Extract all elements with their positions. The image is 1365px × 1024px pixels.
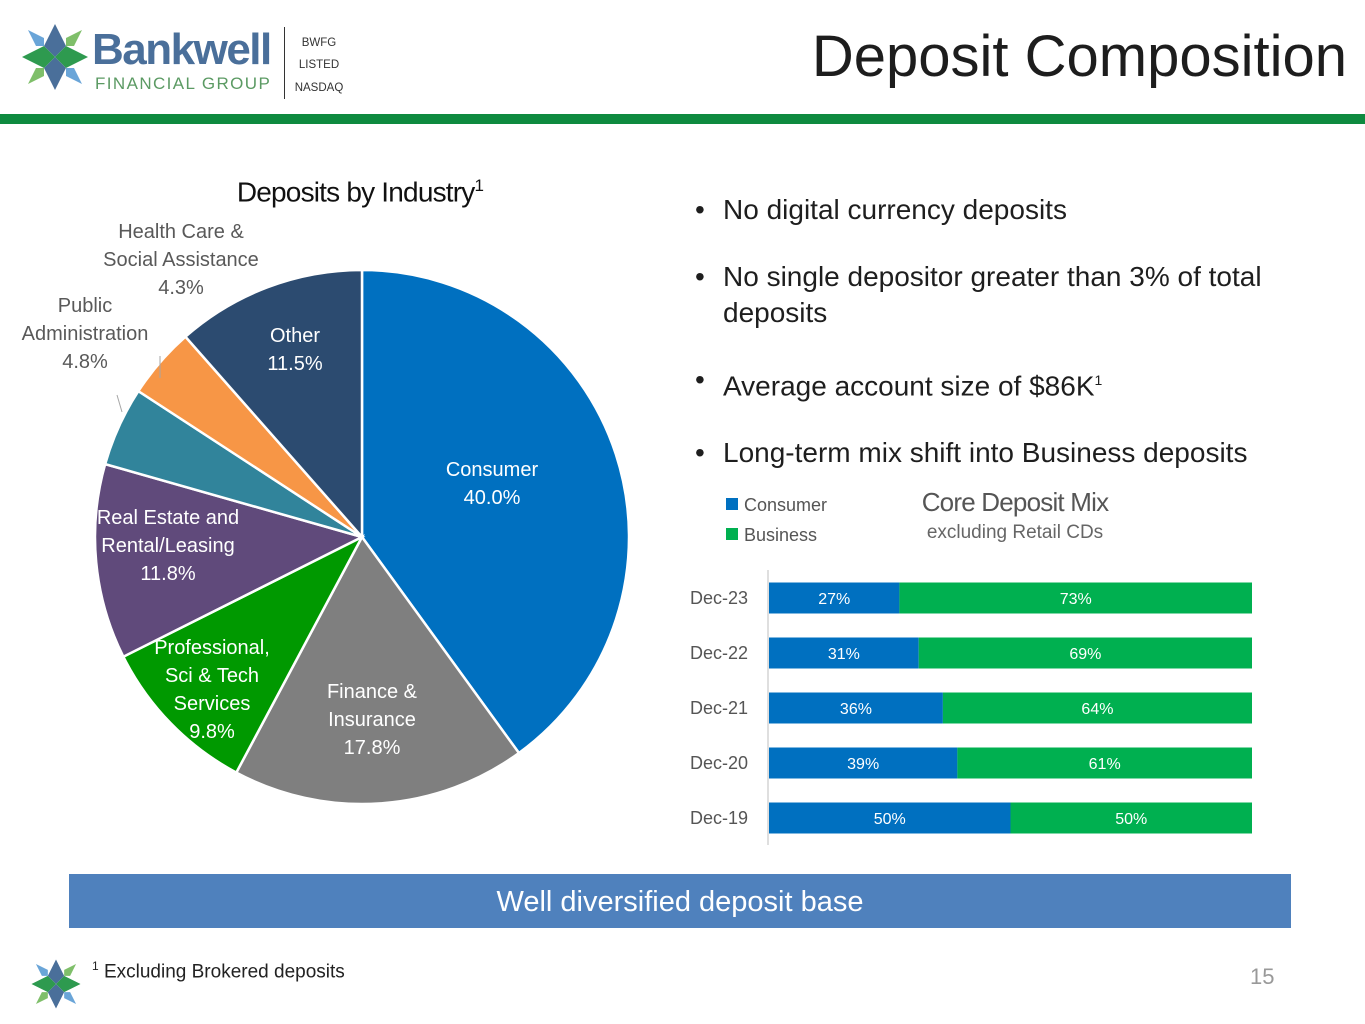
bar-category-label: Dec-20 — [690, 753, 748, 773]
bullet-item: No single depositor greater than 3% of t… — [695, 259, 1335, 331]
bar-value-label: 50% — [1115, 811, 1147, 828]
bar-value-label: 64% — [1081, 701, 1113, 718]
bar-segment — [769, 692, 943, 724]
bar-value-label: 73% — [1060, 591, 1092, 608]
bar-value-label: 36% — [840, 701, 872, 718]
bankwell-logo-icon — [22, 24, 88, 90]
bar-value-label: 39% — [847, 756, 879, 773]
pie-slice — [360, 268, 631, 755]
pie-slice-label: Administration — [22, 323, 149, 345]
pie-slice-label: 11.5% — [267, 353, 322, 375]
bar-value-label: 27% — [818, 591, 850, 608]
bar-category-label: Dec-21 — [690, 698, 748, 718]
core-deposit-mix-bar-chart: Dec-23 27% 73% Dec-22 31% 69% Dec-21 36% 64% Dec-… — [690, 570, 1252, 845]
footnote: 1 Excluding Brokered deposits — [92, 959, 345, 983]
bar-value-label: 50% — [874, 811, 906, 828]
bar-segment — [957, 747, 1252, 779]
bar-segment — [769, 747, 958, 779]
pie-slice-label: Social Assistance — [103, 249, 259, 271]
pie-slice-label: 17.8% — [344, 737, 401, 759]
ticker-line: NASDAQ — [294, 82, 344, 94]
pie-slice-label: Real Estate and — [97, 507, 239, 529]
pie-slice-label: Finance & — [327, 681, 418, 703]
bankwell-footer-logo-icon — [31, 959, 81, 1009]
ticker-line: BWFG — [301, 37, 337, 49]
pie-slice-label: Other — [270, 325, 320, 347]
bar-segment — [769, 582, 900, 614]
summary-banner: Well diversified deposit base — [69, 874, 1291, 928]
pie-slice — [121, 534, 365, 775]
pie-slice-label: Sci & Tech — [165, 665, 259, 687]
pie-slice-label: Rental/Leasing — [101, 535, 234, 557]
pie-slice-label: 40.0% — [464, 487, 521, 509]
bar-segment — [769, 802, 1011, 834]
pie-leader-line — [116, 394, 123, 413]
pie-slice-label: 4.8% — [62, 351, 108, 373]
bar-chart-title: Core Deposit Mix — [921, 487, 1109, 517]
brand-name: Bankwell — [92, 25, 272, 74]
header-rule — [0, 114, 1365, 124]
bar-value-label: 31% — [828, 646, 860, 663]
legend-business: Business — [726, 524, 817, 546]
pie-slice-label: Public — [58, 295, 112, 317]
legend-consumer: Consumer — [726, 494, 827, 516]
key-points-list: No digital currency deposits No single d… — [695, 192, 1335, 502]
pie-slice-label: Consumer — [446, 459, 539, 481]
pie-slice — [234, 534, 521, 806]
bar-segment — [899, 582, 1252, 614]
bar-segment — [769, 637, 919, 669]
page-number: 15 — [1250, 964, 1275, 989]
pie-slice-label: 11.8% — [140, 563, 195, 585]
page-title: Deposit Composition — [811, 24, 1347, 89]
pie-slice-label: 9.8% — [189, 721, 235, 743]
bar-segment — [918, 637, 1252, 669]
bullet-item: Long-term mix shift into Business deposi… — [695, 435, 1335, 471]
bar-value-label: 61% — [1089, 756, 1121, 773]
pie-chart-title: Deposits by Industry1 — [236, 176, 484, 208]
legend-swatch — [726, 528, 738, 540]
pie-slice-label: Health Care & — [118, 221, 244, 243]
bar-segment — [942, 692, 1252, 724]
bar-category-label: Dec-23 — [690, 588, 748, 608]
ticker-line: LISTED — [298, 59, 340, 71]
pie-slice-label: 4.3% — [158, 277, 204, 299]
bar-chart-subtitle: excluding Retail CDs — [926, 522, 1104, 543]
deposits-by-industry-pie-chart: Consumer 40.0% Finance & Insurance 17.8% Prof… — [22, 221, 631, 806]
logo-divider — [284, 27, 285, 99]
bar-value-label: 69% — [1069, 646, 1101, 663]
pie-slice — [93, 462, 366, 659]
bullet-item: No digital currency deposits — [695, 192, 1335, 228]
pie-slice-label: Services — [174, 693, 251, 715]
bullet-item: Average account size of $86K1 — [695, 362, 1335, 404]
bar-category-label: Dec-19 — [690, 808, 748, 828]
pie-slice — [183, 268, 364, 541]
pie-slice-label: Professional, — [154, 637, 270, 659]
pie-slice-label: Insurance — [328, 709, 416, 731]
legend-swatch — [726, 498, 738, 510]
brand-subtitle: FINANCIAL GROUP — [95, 74, 272, 93]
bar-segment — [1010, 802, 1252, 834]
bar-category-label: Dec-22 — [690, 643, 748, 663]
